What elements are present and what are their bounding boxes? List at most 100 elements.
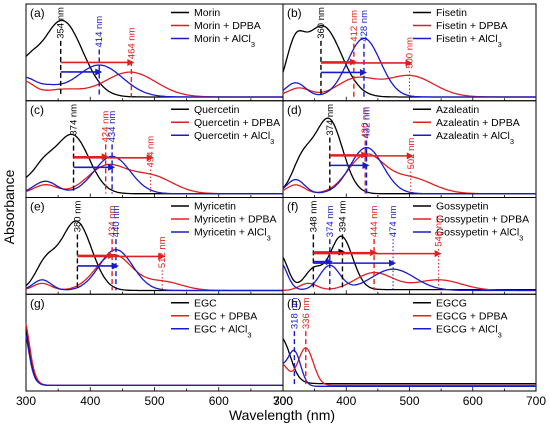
panel-label: (a) [30, 6, 45, 20]
spectrum-alcl3 [25, 248, 283, 292]
peak-label: 354 nm [56, 7, 67, 39]
peak-label: 412 nm [349, 10, 360, 42]
shift-arrow-head [359, 68, 367, 76]
peak-label: 360 nm [316, 7, 327, 39]
legend-label: Quercetin + AlCl3 [194, 130, 274, 146]
spectrum-alcl3 [25, 155, 283, 195]
x-tick-label: 700 [273, 394, 293, 408]
legend-label: Quercetin + DPBA [194, 117, 280, 129]
peak-label: 348 nm [308, 201, 319, 233]
peak-label: 374 nm [69, 104, 80, 136]
x-tick-label: 600 [463, 394, 483, 408]
peak-label: 336 nm [301, 297, 312, 329]
x-axis-title: Wavelength (nm) [229, 407, 335, 423]
spectrum-dpba [282, 347, 536, 387]
peak-label: 434 nm [107, 111, 118, 143]
shift-arrow-head [434, 250, 442, 258]
legend-label: EGC + DPBA [194, 310, 257, 322]
spectrum-base [25, 330, 283, 387]
peak-label: 500 nm [405, 37, 416, 69]
panel-frame [282, 197, 537, 295]
spectrum-alcl3 [25, 64, 283, 98]
shift-arrow-head [111, 262, 119, 270]
peak-label: 444 nm [369, 205, 380, 237]
spectrum-alcl3 [25, 334, 283, 387]
x-tick-label: 400 [336, 394, 356, 408]
spectrum-alcl3 [282, 264, 536, 292]
legend-label: EGCG [436, 297, 467, 309]
legend-label: Morin [194, 7, 220, 19]
panel-label: (b) [287, 6, 302, 20]
legend-label: Fisetin [436, 7, 467, 19]
x-tick-label: 600 [209, 394, 229, 408]
spectrum-base [282, 338, 536, 385]
spectrum-dpba [25, 253, 283, 292]
peak-label: 374 nm [325, 205, 336, 237]
peak-label: 440 nm [111, 205, 122, 237]
peak-label: 414 nm [94, 16, 105, 48]
legend-label: EGCG + DPBA [436, 310, 507, 322]
legend-label: Azaleatin [436, 104, 479, 116]
x-tick-label: 300 [16, 394, 36, 408]
shift-arrow-head [95, 68, 103, 76]
legend-label: Myricetin + AlCl3 [194, 227, 271, 243]
shift-arrow-head [362, 161, 370, 169]
peak-label: 424 nm [101, 111, 112, 143]
shift-arrow-head [389, 259, 397, 267]
legend-label: Morin + AlCl3 [194, 33, 255, 49]
peak-label: 494 nm [146, 136, 157, 168]
spectrum-alcl3 [282, 349, 536, 387]
shift-arrow-head [158, 252, 166, 260]
shift-arrow-head [146, 154, 154, 162]
panel-label: (e) [30, 200, 45, 214]
x-tick-label: 300 [273, 394, 293, 408]
x-tick-label: 500 [399, 394, 419, 408]
peak-label: 428 nm [359, 10, 370, 42]
panel-label: (d) [287, 103, 302, 117]
peak-label: 502 nm [406, 138, 417, 170]
legend-label: Gossypetin [436, 201, 489, 213]
panel-label: (f) [287, 200, 298, 214]
shift-arrow-head [406, 152, 414, 160]
panel-label: (c) [30, 103, 44, 117]
legend-label: Gossypetin + DPBA [436, 214, 529, 226]
panel-frame [282, 293, 537, 392]
x-tick-label: 500 [144, 394, 164, 408]
peak-label: 318 nm [289, 297, 300, 329]
shift-arrow-head [405, 59, 413, 67]
shift-arrow-head [127, 58, 135, 66]
peak-label: 430 nm [360, 107, 371, 139]
legend-label: Morin + DPBA [194, 20, 261, 32]
spectrum-dpba [25, 71, 283, 98]
x-tick-label: 400 [80, 394, 100, 408]
peak-label: 380 nm [72, 201, 83, 233]
legend-label: Myricetin [194, 201, 236, 213]
peak-label: 546 nm [434, 215, 445, 247]
x-tick-label: 700 [526, 394, 546, 408]
peak-label: 432 nm [362, 107, 373, 139]
panel-label: (h) [287, 296, 302, 310]
legend-label: Fisetin + AlCl3 [436, 33, 502, 49]
panel-label: (g) [30, 296, 45, 310]
legend-label: Fisetin + DPBA [436, 20, 508, 32]
legend-label: Gossypetin + AlCl3 [436, 227, 523, 243]
legend-label: Azaleatin + DPBA [436, 117, 520, 129]
peak-label: 394 nm [338, 201, 349, 233]
peak-label: 474 nm [388, 205, 399, 237]
y-axis-title: Absorbance [1, 169, 17, 244]
peak-label: 374 nm [325, 104, 336, 136]
legend-label: Myricetin + DPBA [194, 214, 277, 226]
legend-label: Quercetin [194, 104, 240, 116]
legend-label: EGCG + AlCl3 [436, 323, 502, 339]
shift-arrow-head [108, 163, 116, 171]
spectrum-alcl3 [282, 146, 536, 195]
